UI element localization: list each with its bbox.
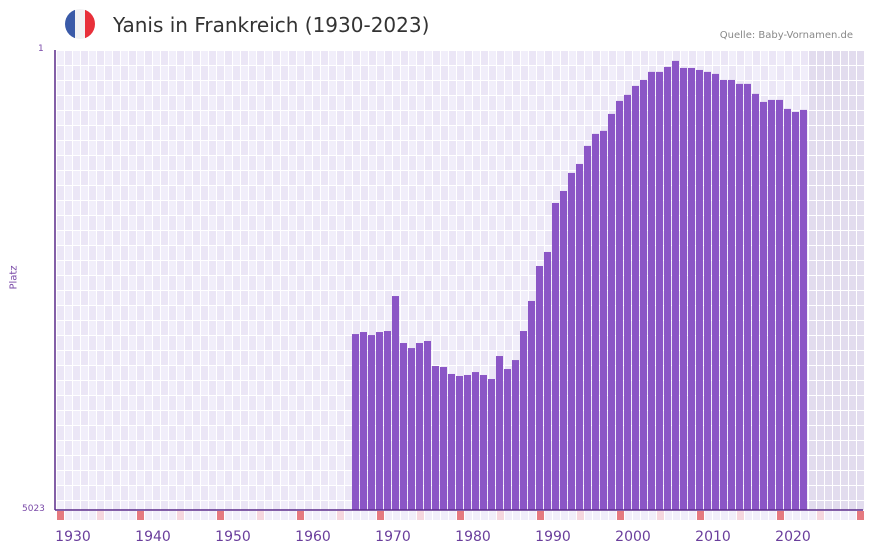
bar-1989 (528, 300, 535, 510)
bar-2019 (768, 99, 775, 510)
bar-1976 (424, 341, 431, 510)
bar-1996 (584, 145, 591, 510)
bar-1991 (544, 251, 551, 511)
bar-1969 (368, 335, 375, 510)
x-tick-1980: 1980 (455, 529, 491, 545)
bar-1988 (520, 331, 527, 510)
bar-2005 (656, 71, 663, 511)
bar-2022 (792, 111, 799, 510)
bar-1975 (416, 343, 423, 510)
bar-2009 (688, 67, 695, 510)
bar-1973 (400, 343, 407, 510)
bar-1993 (560, 190, 567, 510)
bar-2018 (760, 101, 767, 510)
bar-1984 (488, 379, 495, 510)
bar-1978 (440, 367, 447, 510)
bar-2014 (728, 79, 735, 510)
bar-1992 (552, 202, 559, 510)
bar-2016 (744, 83, 751, 511)
bar-1995 (576, 163, 583, 510)
bar-1998 (600, 130, 607, 510)
bar-2023 (800, 109, 807, 510)
france-flag-icon (65, 9, 95, 39)
bar-1968 (360, 332, 367, 510)
bar-2002 (632, 85, 639, 511)
bar-2015 (736, 83, 743, 511)
bar-2006 (664, 66, 671, 511)
bar-1997 (592, 133, 599, 510)
x-tick-2010: 2010 (695, 529, 731, 545)
bar-1981 (464, 374, 471, 510)
bar-1979 (448, 373, 455, 510)
x-tick-1960: 1960 (295, 529, 331, 545)
x-tick-1970: 1970 (375, 529, 411, 545)
bar-2010 (696, 69, 703, 510)
bar-1972 (392, 296, 399, 510)
bar-1999 (608, 113, 615, 510)
bar-2012 (712, 73, 719, 511)
x-tick-1950: 1950 (215, 529, 251, 545)
source-credit: Quelle: Baby-Vornamen.de (719, 30, 853, 41)
bar-2013 (720, 79, 727, 510)
x-tick-1990: 1990 (535, 529, 571, 545)
bar-2011 (704, 71, 711, 511)
bar-1985 (496, 356, 503, 510)
bar-2017 (752, 93, 759, 511)
bar-1974 (408, 348, 415, 510)
bar-1977 (432, 366, 439, 510)
bar-1971 (384, 331, 391, 510)
bar-1987 (512, 360, 519, 510)
bar-2020 (776, 99, 783, 510)
y-axis-bottom-label: 5023 (22, 504, 45, 514)
bar-2000 (616, 100, 623, 510)
y-axis-top-label: 1 (38, 44, 44, 54)
chart-title: Yanis in Frankreich (1930-2023) (113, 13, 430, 37)
bar-1986 (504, 369, 511, 510)
bar-2008 (680, 67, 687, 510)
bar-2001 (624, 94, 631, 511)
x-tick-2020: 2020 (775, 529, 811, 545)
bar-1994 (568, 172, 575, 510)
bar-1970 (376, 332, 383, 510)
x-tick-1940: 1940 (135, 529, 171, 545)
bar-2021 (784, 108, 791, 510)
bar-1982 (472, 372, 479, 510)
bar-2004 (648, 71, 655, 511)
x-tick-1930: 1930 (55, 529, 91, 545)
x-tick-2000: 2000 (615, 529, 651, 545)
bar-1990 (536, 265, 543, 510)
bar-1983 (480, 374, 487, 510)
bar-2007 (672, 60, 679, 511)
bar-2003 (640, 79, 647, 510)
bar-1967 (352, 334, 359, 510)
bar-1980 (456, 375, 463, 510)
